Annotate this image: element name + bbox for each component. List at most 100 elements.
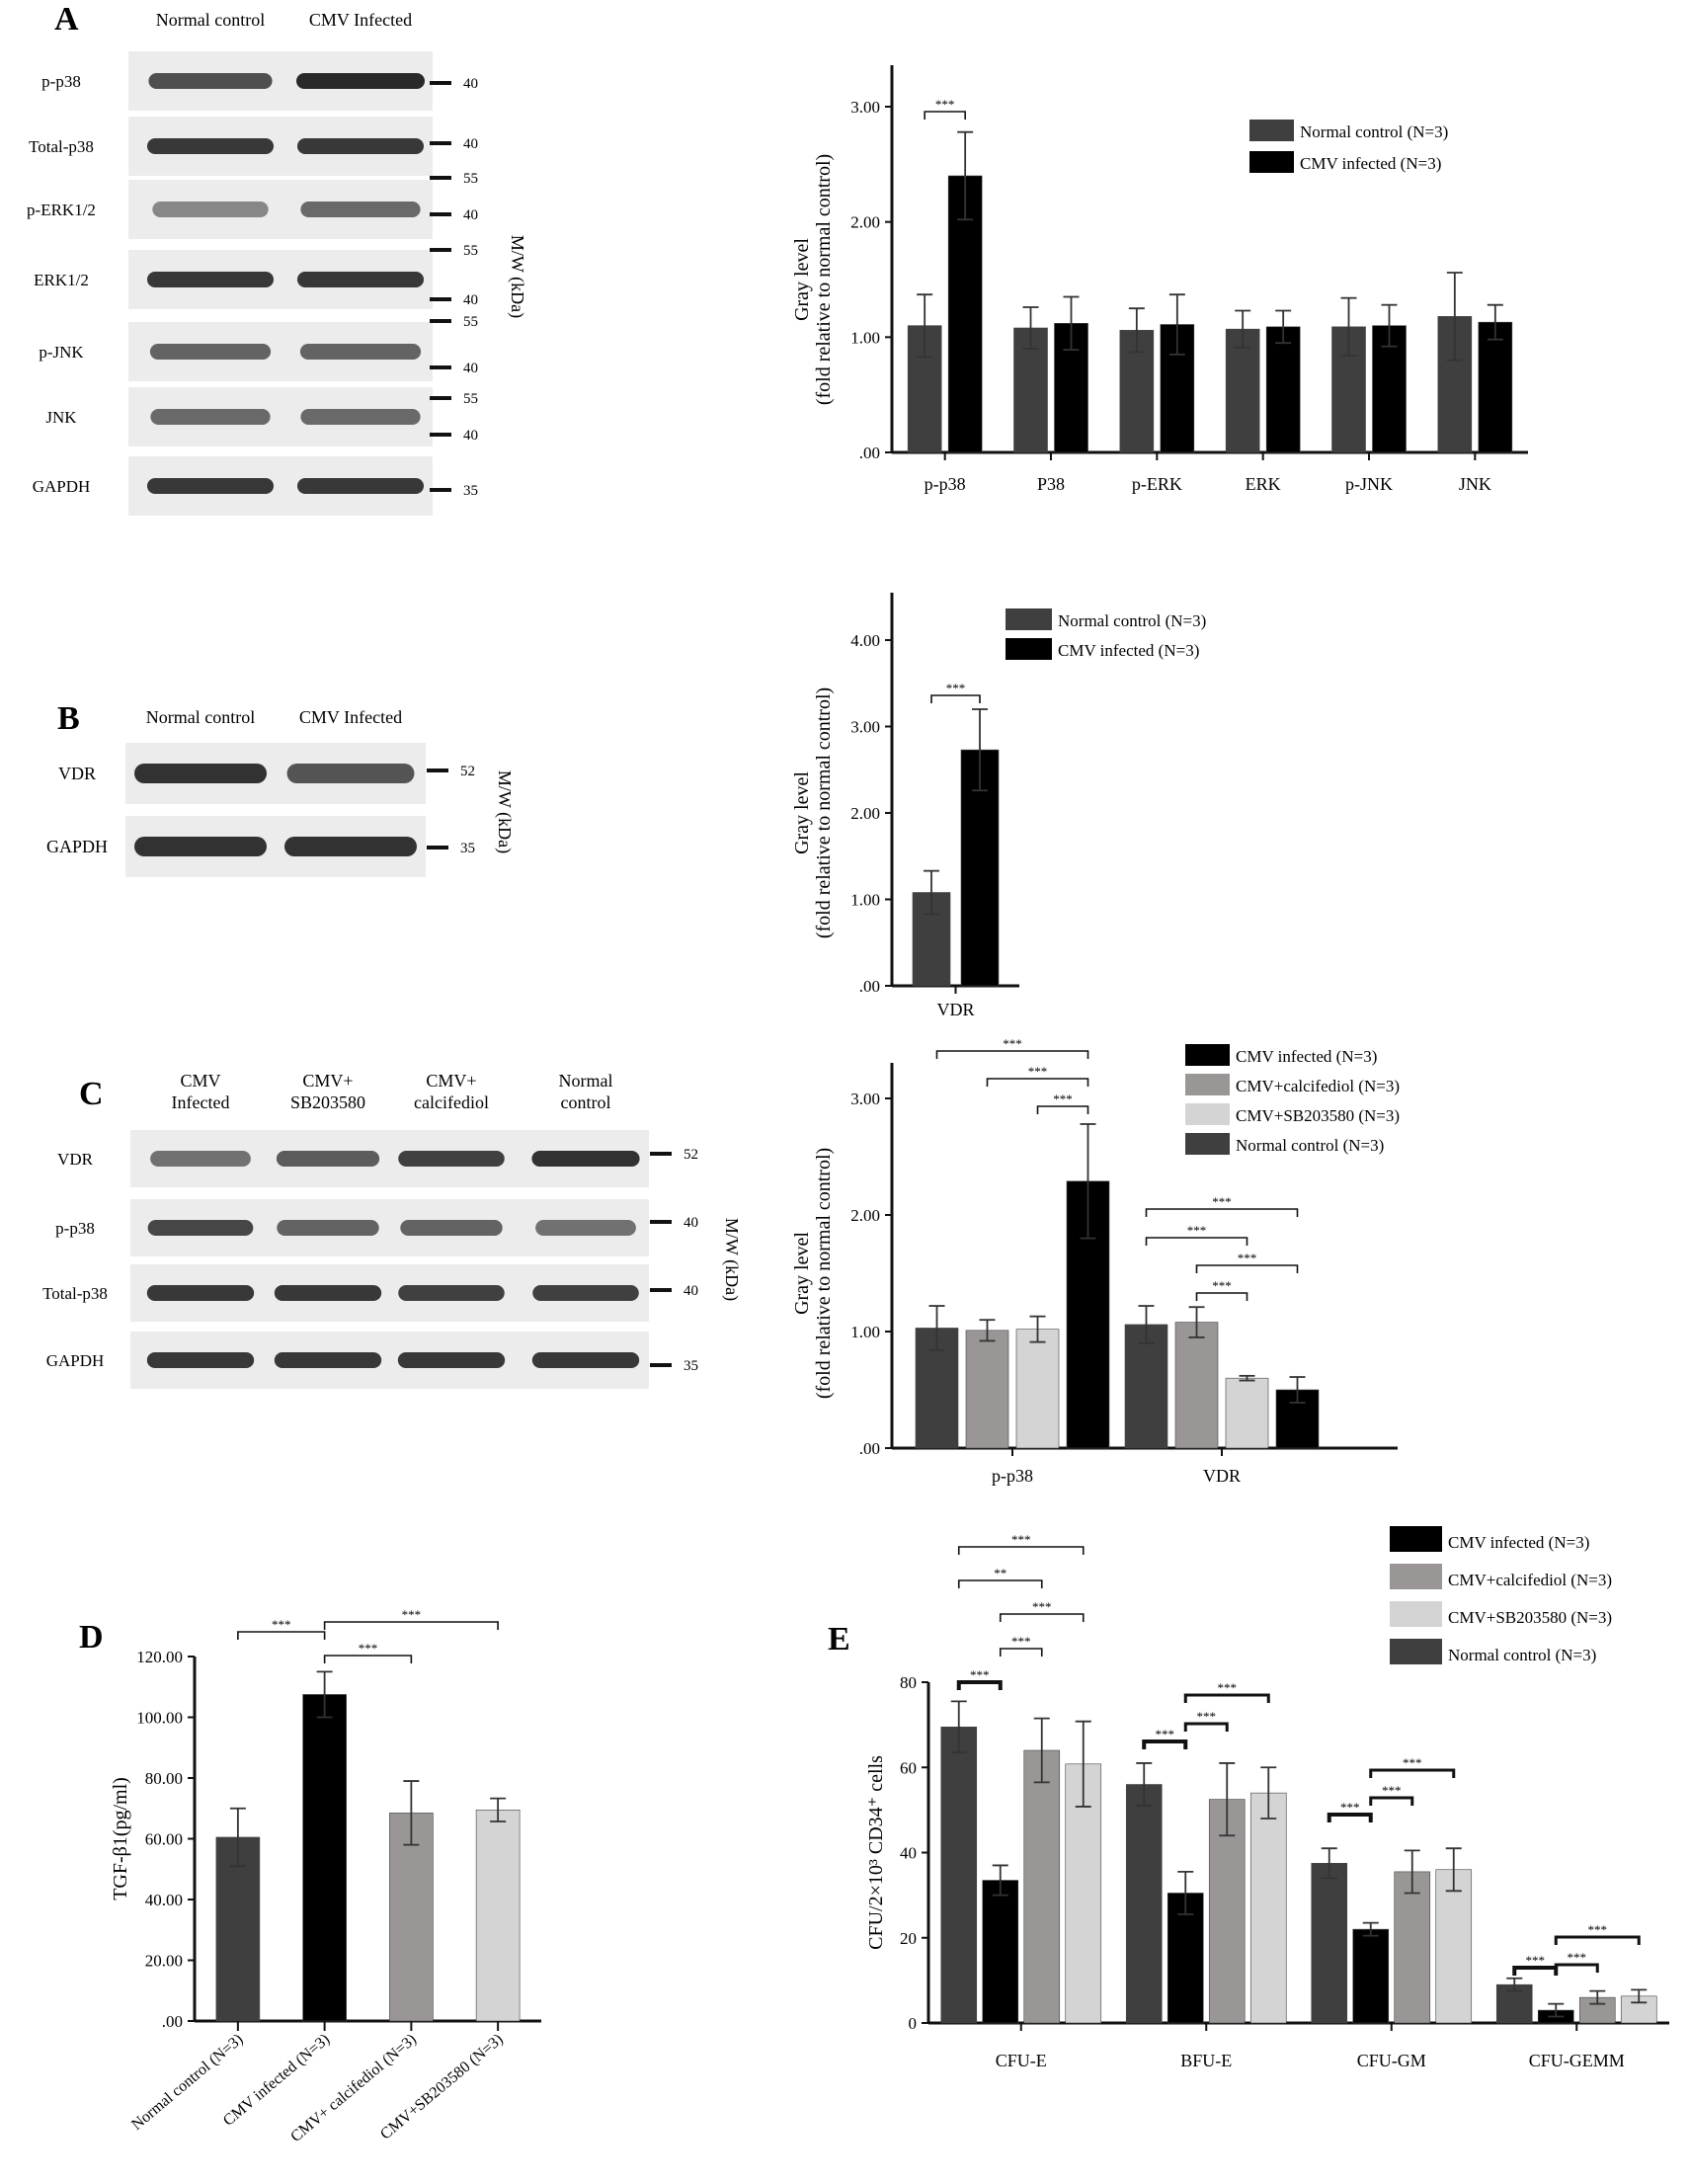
legend-swatch [1249,151,1294,173]
y-tick-label: .00 [859,444,880,462]
significance-bracket [957,1579,1043,1588]
blot-band [300,202,421,217]
significance-label: *** [1053,1092,1073,1106]
blot-row-label: p-ERK1/2 [27,201,96,219]
x-tick-label: p-JNK [1345,474,1393,494]
blot-band [535,1220,636,1236]
mw-marker-label: 35 [463,483,478,499]
blot-row-label: Total-p38 [42,1284,108,1303]
legend-label: CMV infected (N=3) [1300,154,1441,173]
legend-label: CMV infected (N=3) [1236,1047,1377,1066]
mw-marker-label: 55 [463,243,478,259]
blot-row-label: JNK [45,408,77,427]
x-tick-label: VDR [936,1000,974,1019]
blot-row-label: GAPDH [33,477,91,496]
blot-lane-label: CMV+ SB203580 [290,1071,365,1112]
bar [940,1726,978,2024]
significance-label: *** [1212,1278,1232,1293]
x-tick-label: CFU-GEMM [1529,2051,1625,2070]
y-tick-label: 3.00 [850,1090,880,1108]
legend-label: Normal control (N=3) [1448,1646,1596,1664]
blot-row-label: Total-p38 [29,137,94,156]
blot-band [398,1151,505,1167]
significance-bracket [1183,1693,1270,1703]
significance-label: *** [1187,1223,1207,1238]
significance-bracket [1142,1739,1188,1749]
bar [965,1330,1009,1449]
legend-swatch [1390,1526,1442,1552]
blot-row-label: VDR [58,764,96,783]
significance-label: *** [1568,1950,1587,1965]
mw-marker-label: 35 [684,1358,698,1374]
bar [1125,1784,1163,2024]
y-axis-label: Gray level [791,238,813,321]
blot-row-label: VDR [57,1150,94,1169]
y-tick-label: .00 [859,977,880,996]
significance-label: *** [1028,1064,1048,1079]
y-tick-label: 60.00 [145,1830,183,1849]
bar-chart-b: .00 1.00 2.00 3.00 4.00 Gray level (fold relat… [791,593,1206,1019]
mw-marker-label: 55 [463,314,478,330]
blot-band [274,1352,382,1368]
x-tick-label: BFU-E [1180,2051,1232,2070]
blot-band [147,1220,254,1236]
blot-band [148,73,273,89]
y-tick-label: 2.00 [850,804,880,823]
significance-label: *** [1156,1727,1175,1741]
legend-swatch [1249,120,1294,141]
y-axis-label-line2: (fold relative to normal control) [813,154,835,405]
bar [947,175,983,453]
significance-label: *** [359,1641,378,1656]
blot-band [150,409,271,425]
legend-label: CMV+SB203580 (N=3) [1448,1608,1612,1627]
y-tick-label: 4.00 [850,631,880,650]
panel-c: C CMV Infected CMV+ SB203580 CMV+ calcifediol… [42,1036,1400,1486]
panel-b: B Normal control CMV Infected VDR 52 GAPDH 35… [46,593,1206,1019]
significance-label: *** [946,681,966,695]
significance-bracket [924,111,966,120]
panel-e-letter: E [828,1621,850,1658]
mw-axis-label: M/W (kDa) [507,235,527,318]
panel-e: E 0 20 40 60 80 CFU/2×10³ CD34⁺ cells CFU-E BFU… [828,1526,1669,2070]
blot-band [397,1352,506,1368]
bar-chart-a: .00 1.00 2.00 3.00 Gray level (fold relative … [791,65,1528,494]
bar-chart-c: .00 1.00 2.00 3.00 Gray level (fold relative … [791,1036,1400,1486]
y-tick-label: 80.00 [145,1769,183,1788]
significance-bracket [930,694,981,703]
significance-label: *** [1032,1599,1052,1614]
blot-band [149,344,272,360]
blot-row-label: p-JNK [39,343,84,362]
mw-marker-tick [427,846,448,849]
bar [1249,1792,1287,2024]
significance-label: *** [1003,1036,1022,1051]
bar [1174,1322,1219,1449]
bar [1352,1928,1390,2024]
panel-b-letter: B [57,700,80,737]
significance-bracket [935,1050,1089,1059]
significance-label: ** [994,1566,1006,1580]
bar [982,1880,1019,2024]
legend-swatch [1185,1103,1230,1125]
x-tick-label: JNK [1459,474,1491,494]
significance-label: *** [935,97,955,112]
significance-label: *** [402,1607,422,1622]
mw-marker-tick [430,248,451,252]
mw-marker-tick [430,365,451,369]
legend-label: Normal control (N=3) [1300,122,1448,141]
y-tick-label: 0 [909,2014,918,2033]
bar [302,1694,347,2022]
y-tick-label: 20 [900,1929,917,1948]
significance-bracket [1327,1813,1373,1822]
mw-marker-label: 40 [463,292,478,308]
legend-label: Normal control (N=3) [1236,1136,1384,1155]
mw-marker-tick [430,212,451,216]
bar [475,1809,521,2022]
mw-marker-tick [650,1288,672,1292]
bar [389,1813,434,2022]
blot-band [146,1352,255,1368]
x-tick-label: p-p38 [925,474,966,494]
y-tick-label: 1.00 [850,891,880,910]
blot-band [146,138,275,154]
mw-marker-label: 55 [463,391,478,407]
significance-bracket [1554,1963,1599,1973]
